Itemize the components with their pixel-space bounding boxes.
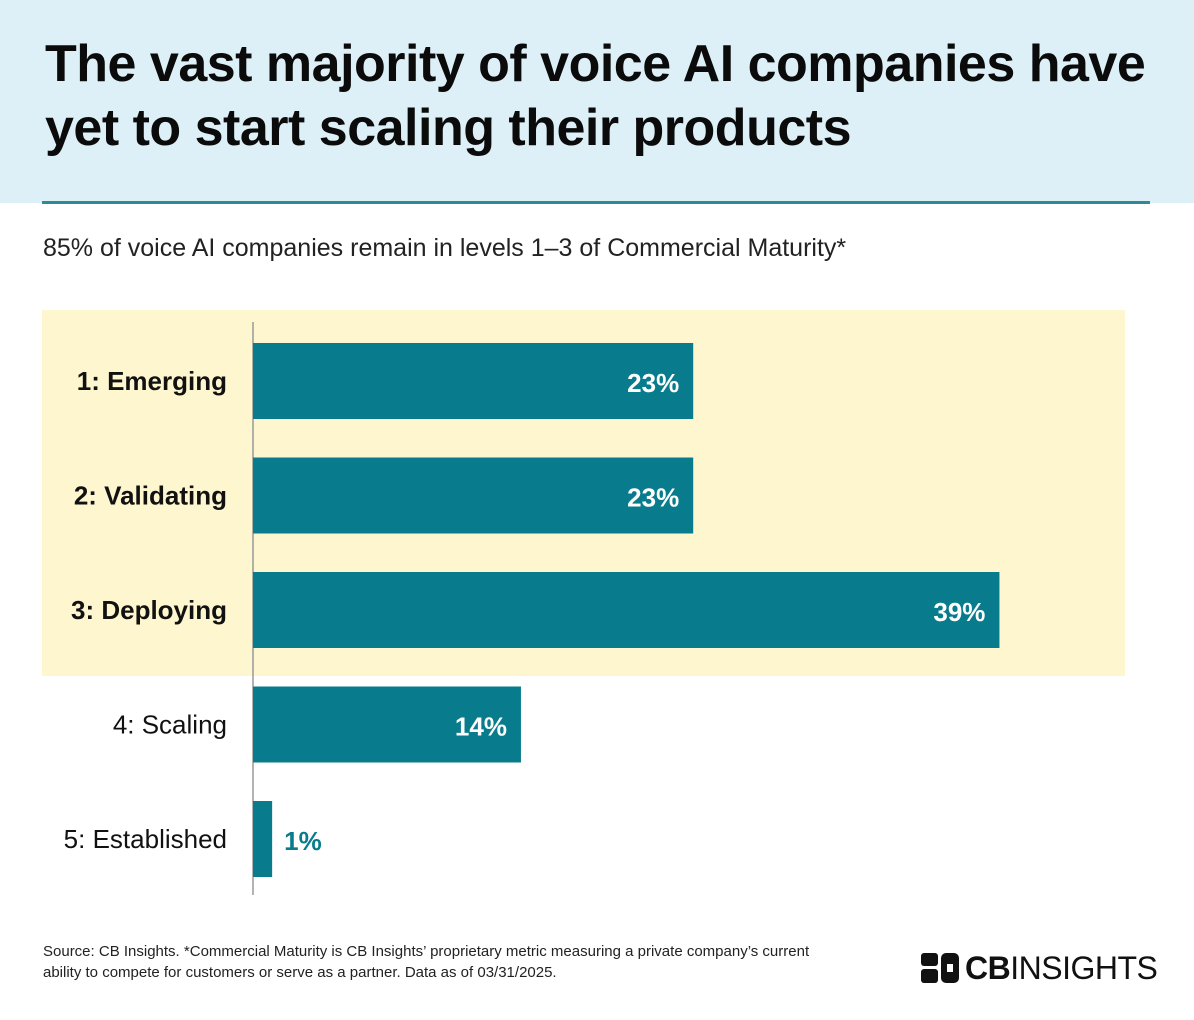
- logo-text-light: INSIGHTS: [1010, 950, 1157, 986]
- bar-5: [253, 801, 272, 877]
- logo-text-bold: CB: [965, 950, 1010, 986]
- bar-3: [253, 572, 999, 648]
- value-label-4: 14%: [455, 712, 507, 742]
- value-label-1: 23%: [627, 368, 679, 398]
- value-label-5: 1%: [284, 826, 322, 856]
- source-note: Source: CB Insights. *Commercial Maturit…: [43, 941, 843, 983]
- bar-chart: 1: Emerging 23% 2: Validating 23% 3: Deployi…: [0, 0, 1194, 1020]
- category-label-1: 1: Emerging: [77, 366, 227, 396]
- category-label-4: 4: Scaling: [113, 710, 227, 740]
- cb-insights-logo: CBINSIGHTS: [921, 950, 1157, 986]
- value-label-3: 39%: [933, 597, 985, 627]
- category-label-2: 2: Validating: [74, 481, 227, 511]
- category-label-5: 5: Established: [64, 824, 227, 854]
- cb-insights-logo-icon: [921, 953, 959, 983]
- value-label-2: 23%: [627, 483, 679, 513]
- category-label-3: 3: Deploying: [71, 595, 227, 625]
